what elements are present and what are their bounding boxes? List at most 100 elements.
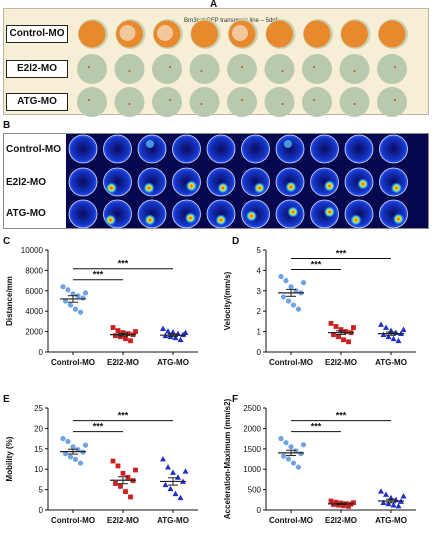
heatmap-activity-spot bbox=[323, 206, 336, 218]
heatmap-activity-spot bbox=[287, 206, 299, 218]
plate-well-larva bbox=[394, 66, 396, 68]
data-point bbox=[123, 336, 128, 342]
data-point bbox=[293, 448, 299, 454]
panel-a-plate-image: Brn3c:mGFP transgenic line – 5dpf Contro… bbox=[3, 8, 429, 117]
y-tick-label: 10 bbox=[34, 465, 43, 474]
y-tick-label: 2500 bbox=[243, 404, 261, 413]
heatmap-well bbox=[379, 199, 408, 229]
y-axis-label: Distance/mm bbox=[5, 276, 14, 326]
plate-well-larva bbox=[88, 99, 90, 101]
data-point bbox=[285, 456, 292, 462]
y-tick-label: 5 bbox=[39, 486, 44, 495]
plate-well-highlight bbox=[157, 25, 173, 41]
x-tick-label: E2l2-MO bbox=[325, 358, 357, 367]
plate-well bbox=[264, 54, 295, 84]
plate-well-larva bbox=[313, 99, 315, 101]
panel-letter-d: D bbox=[232, 236, 240, 247]
plate-well-larva bbox=[128, 103, 131, 105]
significance-label: *** bbox=[118, 411, 129, 421]
data-point bbox=[72, 456, 79, 463]
data-point bbox=[328, 498, 334, 504]
data-point bbox=[115, 463, 121, 469]
heatmap-activity-spot bbox=[350, 214, 362, 226]
data-point bbox=[331, 332, 336, 338]
data-point bbox=[182, 329, 189, 336]
data-point bbox=[115, 328, 121, 333]
data-point bbox=[118, 483, 123, 489]
plate-well bbox=[264, 87, 295, 117]
plate-well-larva bbox=[281, 103, 284, 105]
plate-well-larva bbox=[200, 70, 203, 72]
panel-a-row-label: E2l2-MO bbox=[6, 60, 68, 78]
data-point bbox=[331, 502, 336, 507]
data-point bbox=[62, 298, 69, 304]
significance-label: *** bbox=[93, 422, 104, 432]
panel-b-heatmap-image: Control-MO E2l2-MO ATG-MO bbox=[3, 133, 429, 229]
heatmap-activity-spot bbox=[390, 182, 403, 194]
data-point bbox=[128, 338, 133, 344]
plate-well-control bbox=[341, 20, 368, 48]
data-point bbox=[351, 500, 356, 506]
plate-well bbox=[189, 54, 220, 84]
heatmap-activity-spot bbox=[184, 212, 197, 224]
plate-well-larva bbox=[88, 66, 90, 68]
chart-d: 0 1 2 3 4 5 Velocity/(mm/s) Control-MO E2l2-MO AT… bbox=[223, 246, 416, 367]
heatmap-activity-spot bbox=[215, 214, 227, 226]
significance-label: *** bbox=[311, 422, 322, 432]
data-point bbox=[278, 436, 284, 442]
data-point bbox=[110, 458, 116, 464]
plate-well-larva bbox=[353, 70, 356, 72]
heatmap-activity-spot bbox=[253, 182, 266, 194]
heatmap-activity-spot bbox=[185, 180, 198, 192]
data-point bbox=[280, 294, 287, 300]
data-point bbox=[378, 488, 384, 494]
x-tick-label: Control-MO bbox=[51, 358, 95, 367]
data-point bbox=[278, 273, 284, 280]
heatmap-well bbox=[344, 134, 374, 164]
panel-letter-f: F bbox=[232, 394, 239, 405]
heatmap-well bbox=[172, 167, 201, 197]
plate-well bbox=[114, 54, 145, 84]
data-point bbox=[300, 442, 307, 448]
significance-label: *** bbox=[118, 259, 129, 269]
data-point bbox=[385, 333, 392, 340]
heatmap-activity-spot bbox=[285, 181, 297, 193]
data-point bbox=[160, 456, 166, 462]
data-point bbox=[118, 334, 123, 340]
plate-well-larva bbox=[169, 99, 171, 101]
panel-b-row-label: E2l2-MO bbox=[6, 177, 47, 188]
plate-well bbox=[77, 54, 107, 84]
data-point bbox=[383, 491, 389, 497]
plate-well-control bbox=[266, 20, 293, 48]
panel-b-wells bbox=[68, 134, 408, 229]
heatmap-well bbox=[379, 134, 408, 164]
x-tick-label: ATG-MO bbox=[375, 516, 407, 525]
panel-a-row-label: Control-MO bbox=[6, 25, 68, 43]
y-tick-label: 0 bbox=[39, 348, 44, 357]
heatmap-well bbox=[137, 134, 167, 164]
data-point bbox=[80, 295, 86, 301]
data-point bbox=[380, 331, 387, 338]
y-tick-label: 5 bbox=[257, 246, 262, 255]
data-point bbox=[290, 460, 297, 466]
x-tick-label: Control-MO bbox=[269, 358, 313, 367]
data-point bbox=[133, 329, 138, 334]
x-tick-label: E2l2-MO bbox=[107, 358, 139, 367]
heatmap-well bbox=[172, 134, 201, 164]
heatmap-activity-spot bbox=[323, 180, 336, 192]
data-point bbox=[333, 499, 339, 505]
data-point bbox=[123, 489, 128, 495]
data-point bbox=[390, 502, 397, 508]
data-point bbox=[300, 280, 307, 286]
data-point bbox=[65, 287, 71, 293]
significance-label: *** bbox=[93, 270, 104, 280]
data-point bbox=[67, 454, 74, 460]
panel-a-subtitle: Brn3c:mGFP transgenic line – 5dpf bbox=[184, 18, 278, 24]
panel-b-row-label: ATG-MO bbox=[6, 208, 46, 219]
data-point bbox=[380, 499, 387, 506]
data-point bbox=[110, 325, 116, 330]
x-tick-label: Control-MO bbox=[269, 516, 313, 525]
data-point bbox=[113, 333, 118, 339]
plate-well-larva bbox=[241, 99, 243, 101]
y-tick-label: 1 bbox=[257, 328, 262, 337]
